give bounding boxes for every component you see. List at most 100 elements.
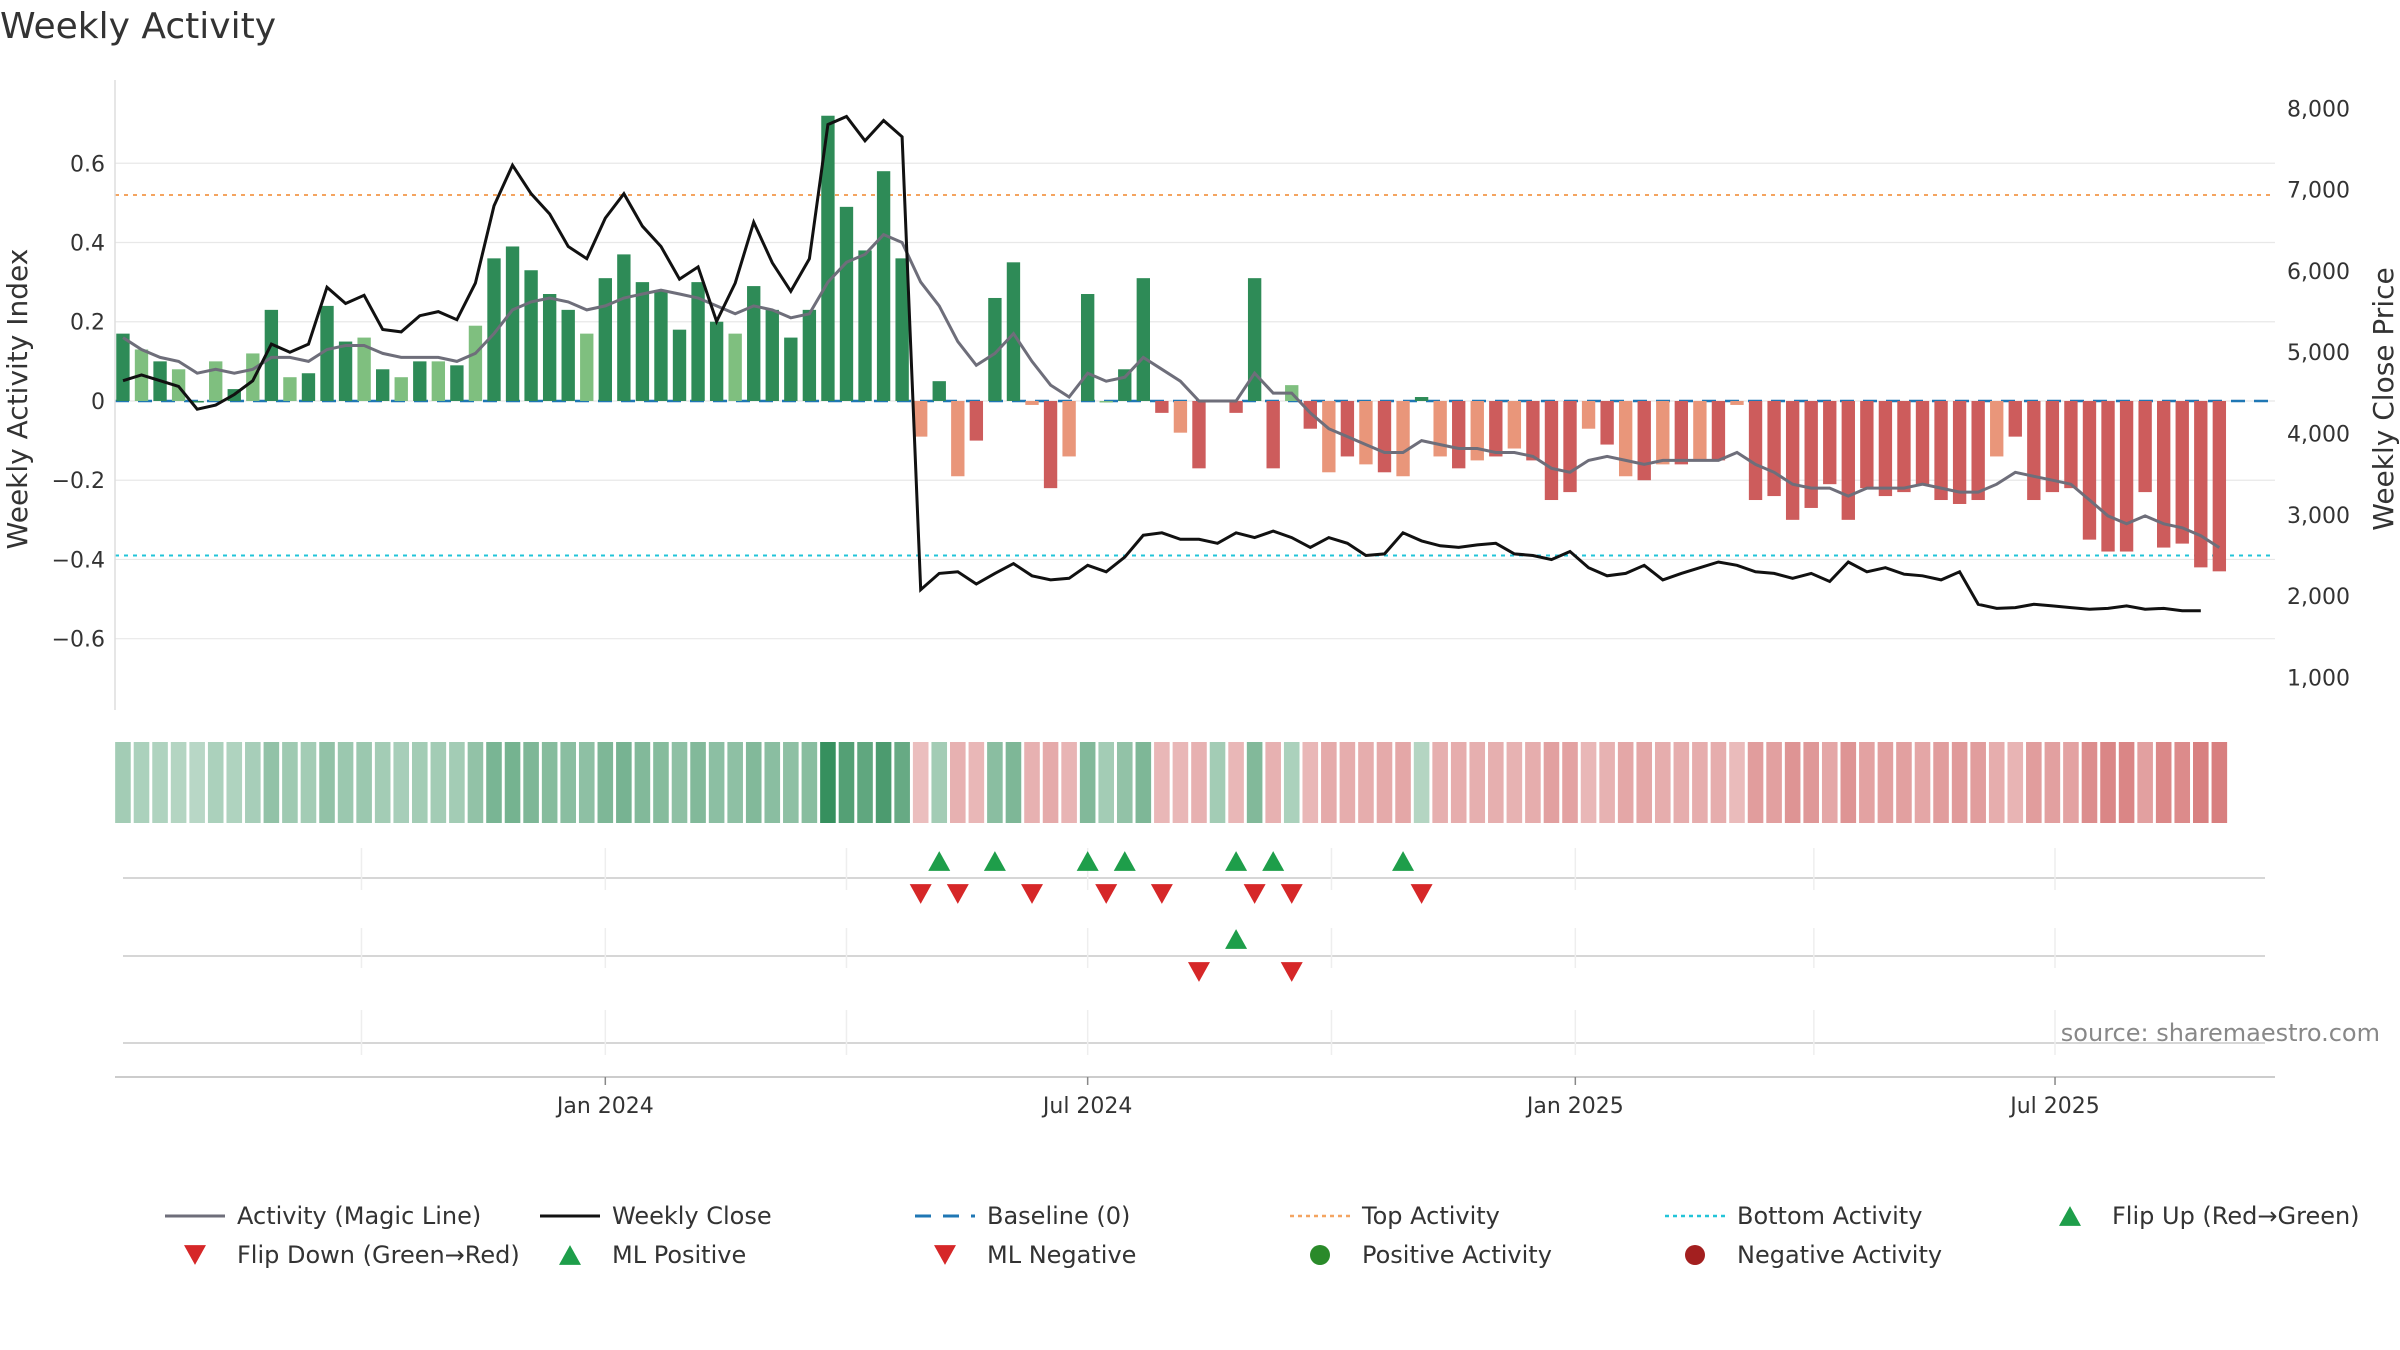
x-tick-label: Jan 2025 <box>1525 1094 1624 1119</box>
heat-strip-cell <box>578 742 595 823</box>
heat-strip-cell <box>1988 742 2005 823</box>
heat-strip-cell <box>764 742 781 823</box>
heat-strip-cell <box>783 742 799 823</box>
flip-down-marker <box>946 884 969 904</box>
activity-bar <box>431 361 446 401</box>
magic-line <box>122 232 2221 549</box>
heat-strip-cell <box>2137 742 2153 823</box>
legend-label: Top Activity <box>1361 1202 1500 1230</box>
activity-bar <box>765 309 779 401</box>
heat-strip-cell <box>1710 742 1727 823</box>
heat-strip-cell <box>1358 742 1374 823</box>
activity-bar <box>2027 400 2041 501</box>
activity-bar <box>1396 400 1410 477</box>
activity-bar <box>709 321 724 401</box>
heat-strip-cell <box>430 742 447 823</box>
legend-label: Weekly Close <box>612 1202 772 1230</box>
activity-bar <box>728 333 742 401</box>
activity-bar <box>1025 400 1039 405</box>
heat-strip-cell <box>1506 742 1523 823</box>
activity-bar <box>1544 400 1559 501</box>
heat-strip-cell <box>356 742 372 823</box>
heat-strip-cell <box>1840 742 1857 823</box>
series-lines <box>122 114 2221 613</box>
heat-strip-cell <box>523 742 539 823</box>
legend-label: Positive Activity <box>1362 1241 1552 1269</box>
heat-strip-cell <box>282 742 298 823</box>
legend-label: Flip Up (Red→Green) <box>2112 1202 2360 1230</box>
ml-negative-marker <box>1280 962 1303 982</box>
reference-lines <box>115 193 2275 557</box>
activity-bar <box>2194 400 2208 568</box>
legend-swatch <box>1685 1245 1705 1265</box>
heat-strip-cell <box>1228 742 1244 823</box>
activity-bar <box>951 400 965 477</box>
chart-title: Weekly Activity <box>0 6 276 47</box>
activity-bar <box>1618 400 1633 477</box>
ml-markers-panel <box>123 928 2265 982</box>
heat-strip-cell <box>1729 742 1745 823</box>
legend-item: Flip Down (Green→Red) <box>184 1241 520 1269</box>
activity-bar <box>1192 400 1206 469</box>
activity-bar <box>1340 400 1355 457</box>
heat-strip-cell <box>411 742 428 823</box>
heat-strip-cell <box>1005 742 1022 823</box>
activity-bar <box>932 381 946 401</box>
activity-bar <box>1990 400 2004 457</box>
activity-bar <box>858 250 872 401</box>
legend-item: Top Activity <box>1290 1202 1500 1230</box>
activity-bar <box>301 373 316 401</box>
y2-tick-label: 5,000 <box>2287 341 2350 366</box>
heat-strip-cell <box>1042 742 1059 823</box>
legend-swatch <box>2059 1206 2081 1226</box>
ml-negative-marker <box>1187 962 1210 982</box>
activity-bar <box>1674 400 1689 465</box>
heat-strip-cell <box>560 742 576 823</box>
heat-strip-cell <box>1098 742 1115 823</box>
activity-bar <box>1785 400 1800 520</box>
x-tick-label: Jul 2025 <box>2008 1094 2100 1119</box>
legend-swatch <box>1310 1245 1330 1265</box>
y2-tick-label: 3,000 <box>2287 504 2350 529</box>
flip-up-marker <box>1225 851 1248 871</box>
heat-strip-cell <box>2044 742 2061 823</box>
heat-strip-cell <box>1209 742 1226 823</box>
heat-strip-cell <box>1321 742 1337 823</box>
activity-bar <box>1043 400 1058 489</box>
heat-strip-cell <box>1636 742 1653 823</box>
legend-item: ML Negative <box>934 1241 1136 1269</box>
activity-bar <box>505 246 520 401</box>
y-tick-label: 0.2 <box>70 311 105 336</box>
activity-bar <box>1099 400 1113 403</box>
axes: 0.6 0.4 0.2 0 −0.2 −0.4 −0.6 8,000 7,000 6,000 5,0… <box>1 80 2400 710</box>
activity-bar <box>895 258 909 401</box>
heat-strip-cell <box>1172 742 1189 823</box>
legend-swatch <box>184 1245 206 1265</box>
activity-bar <box>1136 278 1150 401</box>
activity-bar <box>1952 400 1967 504</box>
flip-down-marker <box>1243 884 1266 904</box>
heat-strip-cell <box>374 742 391 823</box>
activity-bar <box>1452 400 1466 469</box>
activity-bar <box>988 297 1002 401</box>
activity-bar <box>1823 400 1837 485</box>
heat-strip-cell <box>708 742 725 823</box>
heat-strip-cell <box>170 742 187 823</box>
flip-up-marker <box>1262 851 1285 871</box>
activity-bar <box>357 337 371 401</box>
activity-bar <box>1730 400 1744 405</box>
activity-bar <box>209 361 223 401</box>
activity-bar <box>320 305 334 401</box>
heat-strip-cell <box>1766 742 1782 823</box>
heat-strip-cell <box>2100 742 2116 823</box>
heat-strip-cell <box>2211 742 2228 823</box>
heat-strip-cell <box>1859 742 1875 823</box>
activity-bar <box>338 341 353 401</box>
activity-bar <box>2157 400 2171 548</box>
activity-bar <box>1934 400 1948 501</box>
heat-strip-cell <box>133 742 150 823</box>
activity-bar <box>914 400 928 437</box>
heat-strip-cell <box>745 742 762 823</box>
flip-up-marker <box>1392 851 1415 871</box>
